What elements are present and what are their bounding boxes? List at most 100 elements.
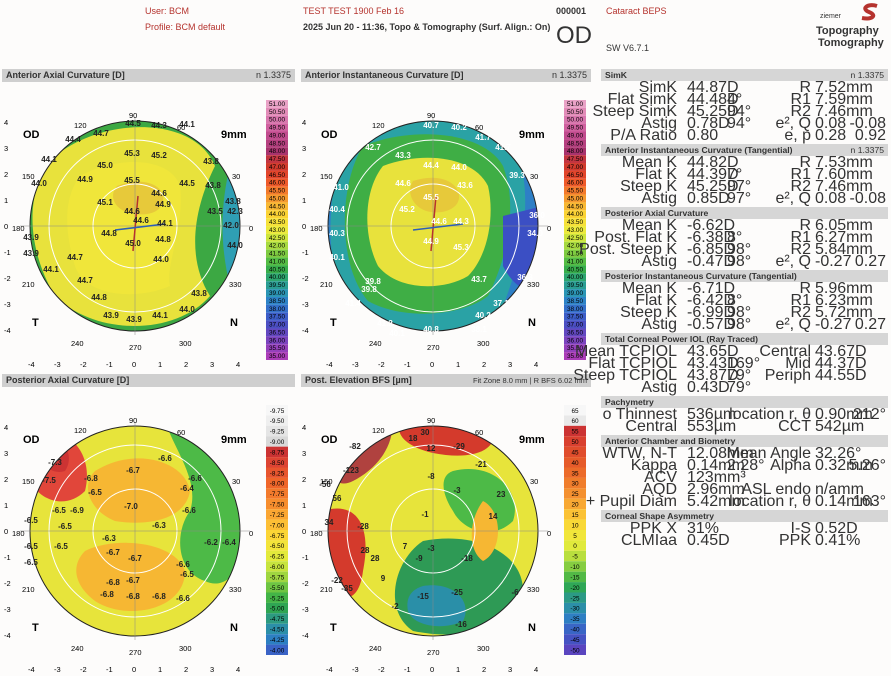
map-value-label: -6.5	[58, 522, 72, 531]
data-row: Steep SimK 45.25D 94° R2 7.46mm	[593, 104, 888, 120]
scale-label: -40	[570, 627, 580, 634]
row-label2: R	[799, 79, 811, 96]
y-tick-label: -3	[4, 605, 11, 614]
angle-label: 150	[22, 477, 35, 486]
row-value: 0.45D	[687, 532, 730, 549]
angle-label: 90	[427, 416, 435, 425]
angle-label: 180	[12, 529, 25, 538]
scale-label: 44.50	[567, 203, 583, 210]
scale-label: -6.25	[270, 554, 285, 561]
map-value-label: -29	[453, 442, 465, 451]
scale-label: 50	[571, 439, 579, 446]
data-row: Astig 0.43D 79°	[601, 379, 888, 396]
data-row: AQD 2.96mm ASL endo n/amm	[601, 482, 888, 498]
scale-label: -35	[570, 616, 580, 623]
scale-label: 40.50	[567, 266, 583, 273]
scale-label: 37.00	[269, 322, 285, 329]
row-value2: 0.41%	[815, 532, 861, 549]
map-value-label: 40.7	[423, 121, 439, 130]
anterior-instantaneous-map[interactable]: OD 9mm 40.7 40.2 41.7 42.7 43.3 44.4 44.0 41.7 41.…	[298, 84, 594, 374]
map-value-label: 39.3	[509, 171, 525, 180]
map-value-label: -15	[417, 592, 429, 601]
map-value-label: 43.9	[103, 311, 119, 320]
scale-label: -9.75	[270, 408, 285, 415]
scale-label: 45.50	[567, 188, 583, 195]
scale-label: 47.50	[269, 156, 285, 163]
x-tick-label: 4	[534, 360, 538, 369]
map-value-label: 45.3	[453, 243, 469, 252]
data-row: Astig -0.47D 98° e², Q -0.27 0.27	[601, 254, 888, 270]
row-angle: 4°	[727, 91, 743, 108]
section-title: SimK	[605, 70, 627, 80]
scale-swatch	[564, 446, 586, 458]
map-value-label: -6.5	[24, 516, 38, 525]
angle-label: 120	[372, 426, 385, 435]
scale-label: 40.00	[269, 274, 285, 281]
map-value-label: -21	[475, 460, 487, 469]
section-tcp: Total Corneal Power IOL (Ray Traced)	[601, 333, 888, 345]
data-row: Steep K 45.25D 97° R2 7.46mm	[601, 179, 888, 195]
map-value-label: -6.6	[176, 560, 190, 569]
eye-label-od: OD	[321, 434, 338, 446]
map-value-label: 44.4	[423, 161, 439, 170]
scale-label: 45	[571, 449, 579, 456]
map-value-label: 44.0	[31, 179, 47, 188]
map-value-label: -8	[427, 472, 435, 481]
section-ait: Anterior Instantaneous Curvature (Tangen…	[601, 144, 888, 156]
posterior-elevation-map[interactable]: OD 9mm-82-1233018-2956-5612-8-2134-3-2828…	[298, 389, 594, 676]
scale-swatch	[564, 257, 586, 266]
angle-label: 300	[179, 644, 192, 653]
angle-label: 210	[22, 280, 35, 289]
scale-label: 5	[573, 533, 577, 540]
data-row: ACV 123mm³	[601, 470, 888, 486]
map-value-label: 41.0	[333, 183, 349, 192]
scale-label: -10	[570, 564, 580, 571]
scale-swatch	[266, 415, 288, 426]
row-angle: 79°	[727, 379, 752, 396]
row-label: SimK	[638, 79, 677, 96]
map-value-label: 44.1	[43, 265, 59, 274]
scale-swatch	[564, 344, 586, 353]
green-zone	[443, 469, 515, 532]
scale-label: 55	[571, 429, 579, 436]
row-value2: 7.59mm	[815, 91, 873, 108]
y-tick-label: 2	[4, 170, 8, 179]
row-value: 43.43D	[687, 355, 739, 372]
row-label2: Periph	[764, 367, 811, 384]
scale-label: -6.00	[270, 564, 285, 571]
anterior-axial-map[interactable]: OD 9mm 44.5 44.3 44.1 44.7 45.3 45.2 44.4 44.1 45.…	[0, 84, 296, 374]
posterior-axial-map[interactable]: OD 9mm-7.3-7.5-6.6-6.4-6.6-6.5-6.7-6.5-6.…	[0, 389, 296, 676]
row-label2: R	[799, 154, 811, 171]
scale-swatch	[564, 613, 586, 624]
scale-label: 41.00	[567, 258, 583, 265]
angle-label: 0	[249, 529, 253, 538]
map-value-label: 30	[421, 428, 430, 437]
x-tick-label: -4	[326, 665, 333, 674]
scale-label: 48.00	[269, 148, 285, 155]
x-tick-label: 1	[158, 360, 162, 369]
map-value-label: 41.4	[345, 299, 361, 308]
map-value-label: -6.5	[52, 506, 66, 515]
scale-label: 38.50	[567, 298, 583, 305]
scale-label: 41.50	[567, 251, 583, 258]
zone-size-label: 9mm	[221, 434, 247, 446]
data-row: Astig -0.57D 98° e², Q -0.27 0.27	[601, 316, 888, 333]
scale-swatch	[266, 336, 288, 345]
row-value2: 5.84mm	[815, 241, 873, 258]
row-value: -6.62D	[687, 217, 736, 234]
scale-label: 35.00	[567, 353, 583, 360]
scale-label: 35.50	[567, 345, 583, 352]
y-tick-label: 4	[302, 423, 306, 432]
x-tick-label: 0	[132, 360, 136, 369]
zone-size-label: 9mm	[519, 434, 545, 446]
row-angle: 98°	[727, 316, 752, 333]
scale-swatch	[266, 281, 288, 290]
row-value2: 0.28	[815, 127, 847, 144]
map-value-label: -6.5	[24, 542, 38, 551]
scale-label: 44.00	[567, 211, 583, 218]
section-acb: Anterior Chamber and Biometry	[601, 435, 888, 447]
orange-zone	[87, 458, 190, 523]
x-tick-label: 2	[184, 665, 188, 674]
scale-label: 36.00	[567, 337, 583, 344]
map-value-label: 44.0	[451, 163, 467, 172]
